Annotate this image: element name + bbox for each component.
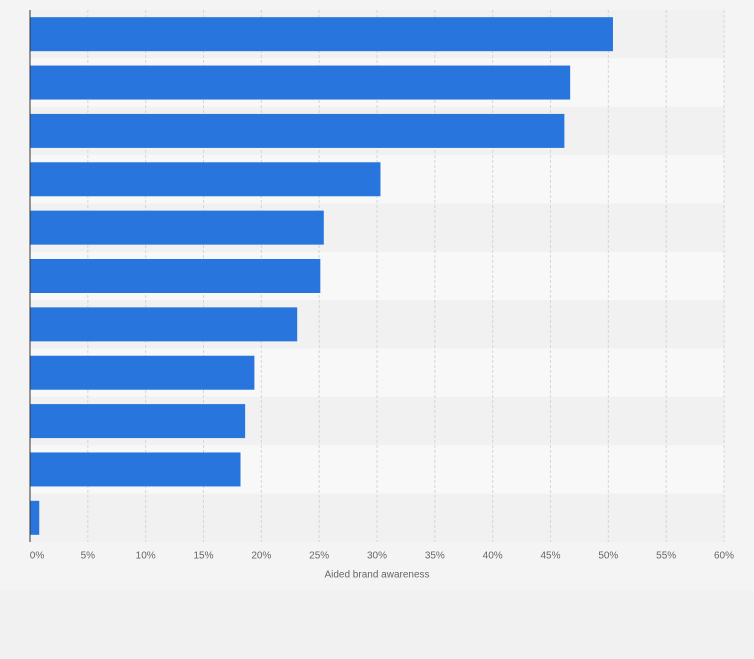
bar	[30, 452, 241, 487]
x-tick-label: 10%	[136, 551, 156, 562]
x-tick-label: 0%	[30, 551, 45, 562]
x-tick-label: 15%	[193, 551, 213, 562]
x-tick-label: 50%	[598, 551, 618, 562]
bar	[30, 113, 565, 148]
x-tick-label: 60%	[714, 551, 734, 562]
bar	[30, 210, 324, 245]
x-tick-label: 55%	[656, 551, 676, 562]
bar	[30, 65, 571, 100]
footer-area	[0, 590, 754, 659]
x-tick-label: 35%	[425, 551, 445, 562]
bar	[30, 307, 298, 342]
bar	[30, 17, 613, 52]
x-tick-label: 25%	[309, 551, 329, 562]
x-tick-label: 40%	[483, 551, 503, 562]
bar	[30, 162, 381, 197]
bar	[30, 259, 321, 293]
bars	[30, 17, 613, 535]
x-tick-label: 45%	[540, 551, 560, 562]
bar	[30, 404, 246, 439]
x-tick-label: 30%	[367, 551, 387, 562]
bar	[30, 355, 255, 390]
x-axis-label: Aided brand awareness	[324, 570, 429, 581]
bar	[30, 500, 40, 535]
x-tick-label: 20%	[251, 551, 271, 562]
x-tick-label: 5%	[81, 551, 96, 562]
